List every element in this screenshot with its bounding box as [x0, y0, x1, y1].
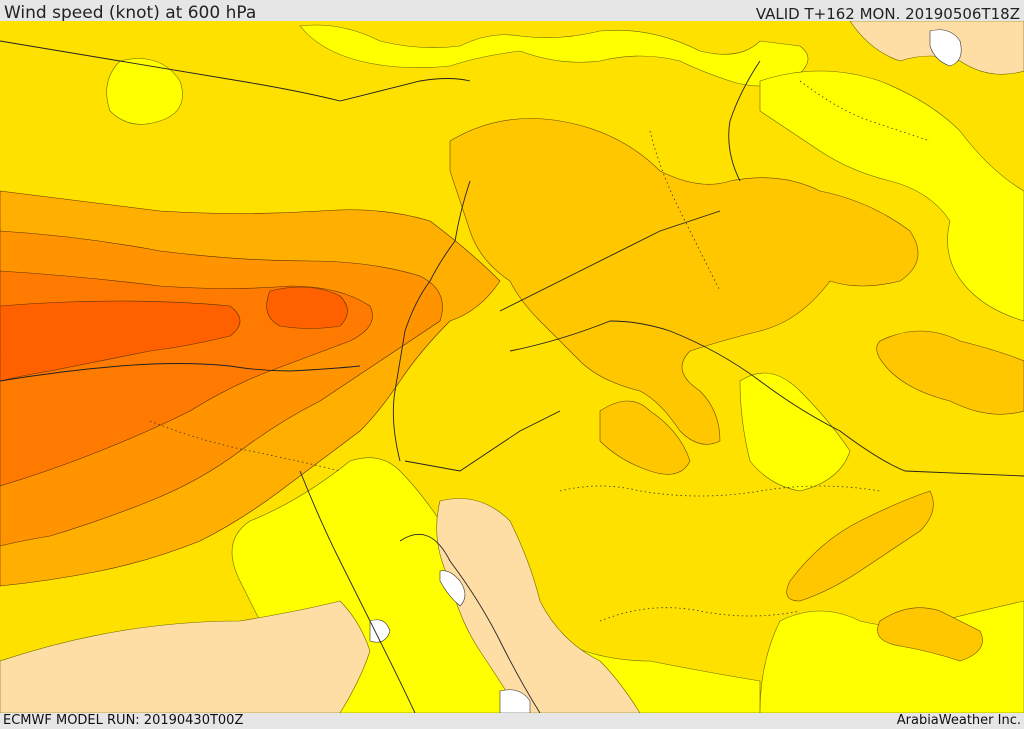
moderate-zone-gulf: [877, 607, 983, 662]
credit-label: ArabiaWeather Inc.: [896, 713, 1021, 728]
low-wind-zone-west: [106, 58, 183, 125]
bottom-bar: ECMWF MODEL RUN: 20190430T00Z ArabiaWeat…: [0, 713, 1024, 729]
water-gulf-aqaba: [439, 570, 466, 607]
province-lines: [149, 80, 931, 622]
coastline-turkey: [0, 40, 471, 102]
water-south-gulf: [499, 689, 531, 713]
valid-time-label: VALID T+162 MON. 20190506T18Z: [755, 5, 1020, 23]
border-egypt-sudan: [299, 470, 416, 713]
moderate-zone-levant: [449, 118, 919, 445]
border-saudi-jordan-south: [404, 410, 561, 472]
border-iraq-iran: [728, 60, 761, 182]
strong-wind-band: [0, 190, 501, 587]
calm-zones: [0, 21, 1024, 713]
low-wind-zone-northeast: [759, 70, 1024, 322]
province-line-2: [649, 130, 721, 292]
coastline-red-sea-east: [399, 533, 541, 713]
province-line-5: [149, 420, 341, 472]
top-bar: Wind speed (knot) at 600 hPa VALID T+162…: [0, 0, 1024, 23]
wind-band-core: [0, 300, 241, 382]
model-run-label: ECMWF MODEL RUN: 20190430T00Z: [3, 713, 244, 728]
coastline-levant: [392, 180, 471, 462]
map-title: Wind speed (knot) at 600 hPa: [4, 3, 257, 23]
province-line-4: [599, 607, 801, 622]
moderate-zone-iraq: [876, 330, 1024, 415]
water-red-sea-south: [369, 619, 391, 643]
wind-band-core-east: [266, 286, 348, 329]
province-line-1: [559, 485, 881, 497]
coastline-egypt-north: [0, 363, 361, 382]
border-syria-iraq: [499, 210, 721, 312]
moderate-wind-zones: [449, 118, 1024, 662]
water-northeast: [929, 29, 962, 67]
low-wind-zone-east: [739, 372, 851, 492]
moderate-zone-saudi: [786, 490, 934, 602]
calm-zone-egypt: [0, 600, 371, 713]
wind-speed-map: [0, 21, 1024, 713]
border-jordan-saudi: [509, 320, 1024, 477]
water-bodies: [369, 29, 962, 713]
moderate-zone-central: [599, 400, 691, 475]
borders: [0, 40, 1024, 713]
